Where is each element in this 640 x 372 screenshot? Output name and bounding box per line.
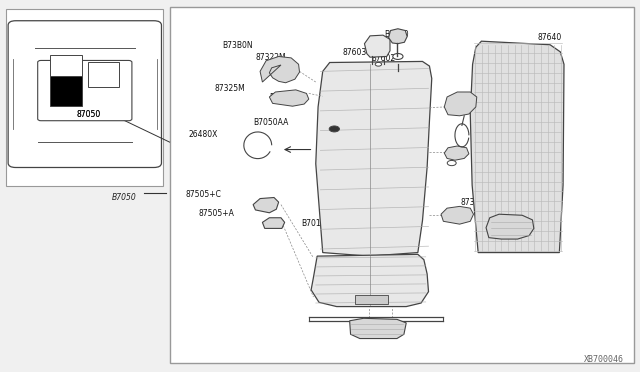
- Text: 87322M: 87322M: [256, 53, 287, 62]
- Text: 87330: 87330: [507, 89, 531, 98]
- Bar: [51, 55, 82, 77]
- Bar: [355, 295, 388, 304]
- Text: B73B0: B73B0: [522, 207, 547, 216]
- Text: 87603: 87603: [342, 48, 367, 57]
- Polygon shape: [486, 214, 534, 239]
- Text: B7010D: B7010D: [269, 93, 299, 102]
- Text: 26480X: 26480X: [189, 130, 218, 139]
- Bar: [170, 7, 634, 363]
- Polygon shape: [365, 35, 390, 57]
- Text: B7010D: B7010D: [325, 197, 355, 206]
- Text: B7050: B7050: [111, 193, 136, 202]
- Text: B7010D: B7010D: [301, 219, 331, 228]
- FancyBboxPatch shape: [38, 60, 132, 121]
- Text: 87050: 87050: [77, 110, 101, 119]
- Polygon shape: [269, 90, 309, 106]
- Circle shape: [393, 54, 403, 60]
- Circle shape: [329, 126, 339, 132]
- Text: 87500+B: 87500+B: [504, 140, 540, 149]
- Text: 87375M: 87375M: [325, 225, 356, 234]
- Bar: [6, 9, 163, 186]
- Bar: [88, 62, 119, 87]
- Text: 87602: 87602: [371, 54, 396, 63]
- Polygon shape: [316, 61, 432, 256]
- Text: 87050AA: 87050AA: [486, 151, 522, 160]
- Text: 87640: 87640: [538, 33, 562, 42]
- Circle shape: [447, 160, 456, 166]
- Text: 87322MA: 87322MA: [461, 198, 497, 207]
- Polygon shape: [349, 318, 406, 339]
- Text: B6400: B6400: [384, 30, 408, 39]
- Polygon shape: [311, 254, 429, 307]
- Text: 87505+A: 87505+A: [198, 209, 234, 218]
- Circle shape: [375, 62, 381, 66]
- Text: B7010D: B7010D: [266, 64, 296, 73]
- Polygon shape: [444, 92, 477, 116]
- Text: B7050AA: B7050AA: [253, 118, 288, 126]
- Text: 87050: 87050: [77, 110, 101, 119]
- Polygon shape: [441, 206, 474, 224]
- Text: XB700046: XB700046: [584, 355, 624, 364]
- Polygon shape: [253, 198, 278, 213]
- Text: 87300E: 87300E: [504, 54, 533, 63]
- Text: B7010D: B7010D: [506, 100, 536, 109]
- FancyBboxPatch shape: [8, 21, 161, 167]
- Text: 87505+C: 87505+C: [186, 190, 221, 199]
- Text: 87325M: 87325M: [214, 84, 245, 93]
- Polygon shape: [260, 57, 300, 83]
- Polygon shape: [444, 146, 469, 160]
- Polygon shape: [470, 41, 564, 253]
- Text: 26480X: 26480X: [479, 118, 508, 126]
- Polygon shape: [262, 218, 285, 228]
- Polygon shape: [388, 29, 407, 44]
- Text: B73B0N: B73B0N: [223, 41, 253, 50]
- Bar: [51, 77, 82, 106]
